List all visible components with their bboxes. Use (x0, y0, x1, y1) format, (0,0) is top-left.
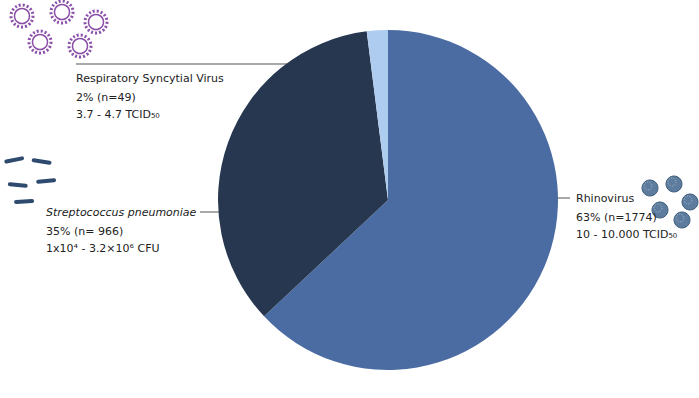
svg-text:3.7 - 4.7 TCID₅₀: 3.7 - 4.7 TCID₅₀ (76, 108, 160, 121)
svg-text:Rhinovirus: Rhinovirus (576, 192, 634, 205)
svg-text:2% (n=49): 2% (n=49) (76, 91, 136, 104)
svg-text:Respiratory Syncytial Virus: Respiratory Syncytial Virus (76, 72, 224, 85)
svg-text:1x10⁴ - 3.2×10⁶ CFU: 1x10⁴ - 3.2×10⁶ CFU (46, 242, 160, 255)
svg-text:Streptococcus pneumoniae: Streptococcus pneumoniae (46, 206, 197, 219)
svg-text:63% (n=1774): 63% (n=1774) (576, 211, 657, 224)
svg-text:10 - 10.000 TCID₅₀: 10 - 10.000 TCID₅₀ (576, 228, 678, 241)
svg-text:35% (n= 966): 35% (n= 966) (46, 225, 123, 238)
